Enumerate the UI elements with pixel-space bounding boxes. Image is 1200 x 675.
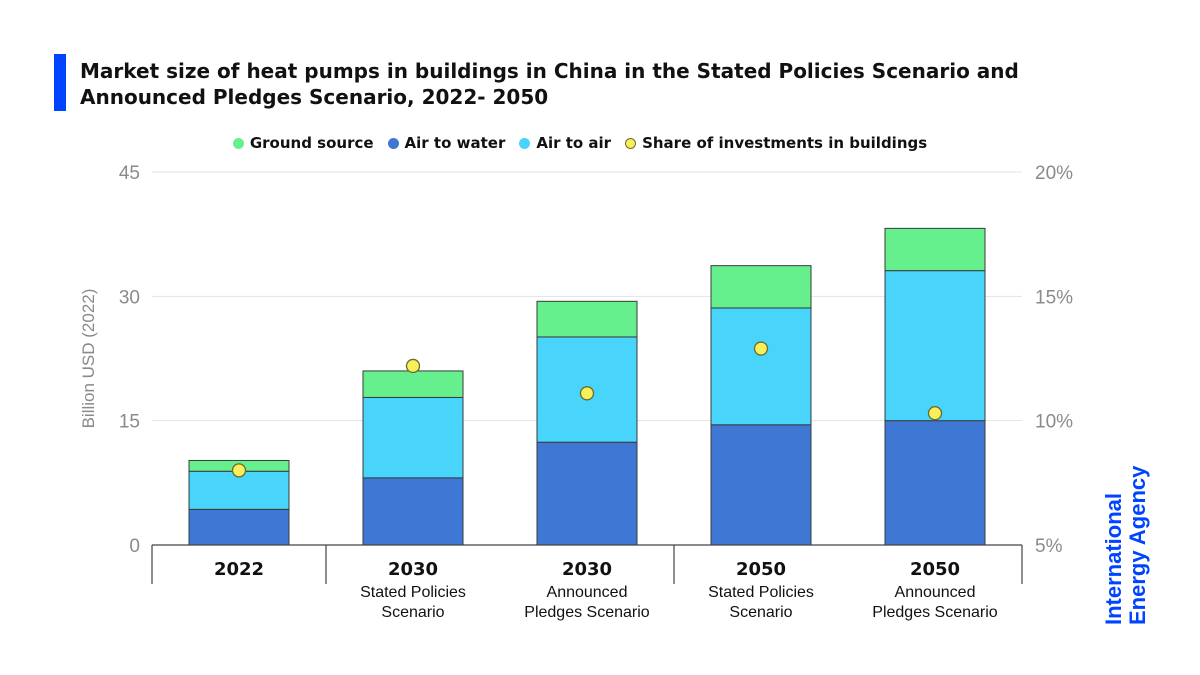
bar-air-to-water: [884, 420, 986, 546]
bar-air-to-water: [362, 477, 464, 546]
legend-swatch-air-to-water: [387, 137, 399, 149]
x-category-year: 2030: [562, 559, 612, 580]
legend-label-air-to-water: Air to water: [404, 134, 506, 152]
bar-air-to-water: [188, 508, 290, 546]
iea-logo: International Energy Agency: [1096, 460, 1156, 630]
x-category-year: 2050: [736, 559, 786, 580]
bar-ground-source: [884, 227, 986, 272]
legend-item-ground-source: Ground source: [232, 134, 374, 152]
y-tick-label: 15: [119, 412, 140, 433]
bar-air-to-air: [710, 307, 812, 426]
iea-logo-graphic: International Energy Agency: [1101, 465, 1150, 625]
legend-label-share-of-investments: Share of investments in buildings: [642, 134, 928, 152]
legend-swatch-air-to-air: [519, 137, 531, 149]
x-category-scenario: Pledges Scenario: [524, 604, 650, 621]
x-category-scenario: Pledges Scenario: [872, 604, 998, 621]
axes: 0 15 30 45 5% 10% 15% 20% Billion USD (2022) 2022…: [79, 163, 1073, 621]
y-tick-label: 45: [119, 163, 140, 184]
y2-tick-label: 15%: [1035, 287, 1073, 308]
bar-air-to-water: [536, 441, 638, 546]
x-category-scenario: Scenario: [381, 604, 444, 621]
y-axis-label: Billion USD (2022): [79, 289, 98, 429]
legend: Ground source Air to water Air to air Sh…: [0, 134, 1160, 152]
legend-item-air-to-air: Air to air: [519, 134, 611, 152]
x-category-scenario: Stated Policies: [360, 584, 466, 601]
y2-tick-label: 20%: [1035, 163, 1073, 184]
bar-ground-source: [710, 265, 812, 309]
share-markers: [231, 341, 943, 478]
y2-tick-label: 10%: [1035, 412, 1073, 433]
x-category-year: 2050: [910, 559, 960, 580]
legend-swatch-ground-source: [232, 137, 244, 149]
legend-label-air-to-air: Air to air: [536, 134, 612, 152]
y-tick-label: 0: [129, 536, 140, 557]
x-category-scenario: Stated Policies: [708, 584, 814, 601]
chart-title: Market size of heat pumps in buildings i…: [80, 59, 1019, 109]
share-marker: [579, 386, 595, 401]
legend-label-ground-source: Ground source: [249, 134, 374, 152]
title-accent-bar: [54, 54, 66, 111]
share-marker: [927, 406, 943, 421]
x-category-scenario: Scenario: [729, 604, 792, 621]
share-marker: [753, 341, 769, 356]
bar-ground-source: [362, 370, 464, 398]
y-tick-label: 30: [119, 287, 140, 308]
bar-air-to-air: [884, 270, 986, 422]
share-marker: [231, 463, 247, 478]
bar-ground-source: [536, 300, 638, 338]
bar-air-to-air: [362, 396, 464, 479]
iea-logo-line2: Energy Agency: [1125, 465, 1150, 625]
x-category-year: 2030: [388, 559, 438, 580]
bar-air-to-water: [710, 424, 812, 546]
x-category-scenario: Announced: [895, 584, 976, 601]
y2-tick-label: 5%: [1035, 536, 1063, 557]
share-marker: [405, 358, 421, 374]
bar-air-to-air: [188, 470, 290, 510]
iea-logo-line1: International: [1101, 493, 1126, 625]
legend-swatch-share-of-investments: [625, 137, 637, 149]
legend-item-air-to-water: Air to water: [387, 134, 506, 152]
x-category-year: 2022: [214, 559, 264, 580]
legend-item-share-of-investments: Share of investments in buildings: [625, 134, 927, 152]
x-category-scenario: Announced: [547, 584, 628, 601]
